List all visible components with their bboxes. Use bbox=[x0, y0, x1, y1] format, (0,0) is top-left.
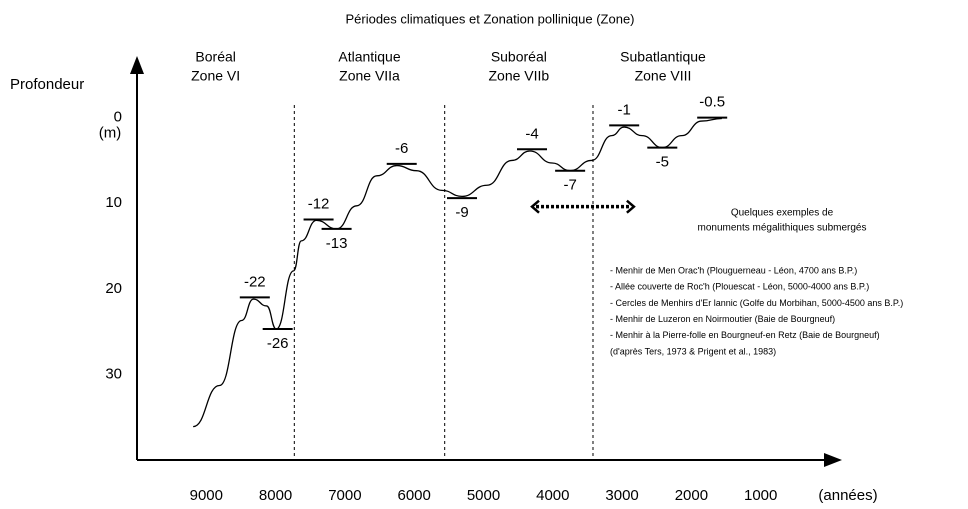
period-name: Atlantique bbox=[338, 49, 400, 65]
depth-curve bbox=[192, 117, 722, 428]
level-label: -5 bbox=[656, 154, 669, 171]
range-arrowhead bbox=[530, 199, 540, 214]
period-zone: Zone VIII bbox=[635, 68, 692, 84]
x-tick-label: 9000 bbox=[190, 487, 223, 504]
x-axis-label: (années) bbox=[818, 487, 877, 504]
note-line: - Menhir à la Pierre-folle en Bourgneuf-… bbox=[610, 330, 880, 340]
x-tick-label: 7000 bbox=[328, 487, 361, 504]
level-label: -9 bbox=[455, 204, 468, 221]
level-label: -26 bbox=[267, 335, 289, 352]
y-tick-label: 0 bbox=[114, 109, 122, 126]
note-line: (d'après Ters, 1973 & Prigent et al., 19… bbox=[610, 346, 776, 356]
x-tick-label: 4000 bbox=[536, 487, 569, 504]
x-tick-label: 1000 bbox=[744, 487, 777, 504]
note-title: Quelques exemples de bbox=[731, 208, 834, 219]
level-label: -7 bbox=[563, 177, 576, 194]
y-axis-label: Profondeur bbox=[10, 76, 84, 93]
level-label: -6 bbox=[395, 140, 408, 157]
note-line: - Allée couverte de Roc'h (Plouescat - L… bbox=[610, 282, 869, 292]
x-tick-label: 5000 bbox=[467, 487, 500, 504]
y-tick-label: 10 bbox=[105, 194, 122, 211]
note-line: - Cercles de Menhirs d'Er lannic (Golfe … bbox=[610, 298, 903, 308]
period-zone: Zone VI bbox=[191, 68, 240, 84]
x-tick-label: 6000 bbox=[398, 487, 431, 504]
level-label: -22 bbox=[244, 273, 266, 290]
x-tick-label: 3000 bbox=[605, 487, 638, 504]
chart-title: Périodes climatiques et Zonation pollini… bbox=[345, 11, 634, 26]
y-tick-label: 20 bbox=[105, 280, 122, 297]
note-line: - Menhir de Men Orac'h (Plouguerneau - L… bbox=[610, 265, 857, 275]
range-arrowhead bbox=[626, 199, 636, 214]
y-tick-label: 30 bbox=[105, 365, 122, 382]
note-line: - Menhir de Luzeron en Noirmoutier (Baie… bbox=[610, 314, 835, 324]
level-label: -13 bbox=[326, 235, 348, 252]
x-tick-label: 2000 bbox=[675, 487, 708, 504]
note-title: monuments mégalithiques submergés bbox=[698, 223, 867, 234]
y-unit: (m) bbox=[99, 125, 122, 142]
level-label: -12 bbox=[308, 195, 330, 212]
x-axis-arrow bbox=[824, 453, 842, 467]
level-label: -0.5 bbox=[699, 94, 725, 111]
period-name: Subatlantique bbox=[620, 49, 706, 65]
level-label: -4 bbox=[525, 125, 538, 142]
x-tick-label: 8000 bbox=[259, 487, 292, 504]
period-zone: Zone VIIb bbox=[488, 68, 549, 84]
y-axis-arrow bbox=[130, 56, 144, 74]
level-label: -1 bbox=[618, 101, 631, 118]
period-name: Boréal bbox=[195, 49, 235, 65]
period-zone: Zone VIIa bbox=[339, 68, 400, 84]
period-name: Suboréal bbox=[491, 49, 547, 65]
